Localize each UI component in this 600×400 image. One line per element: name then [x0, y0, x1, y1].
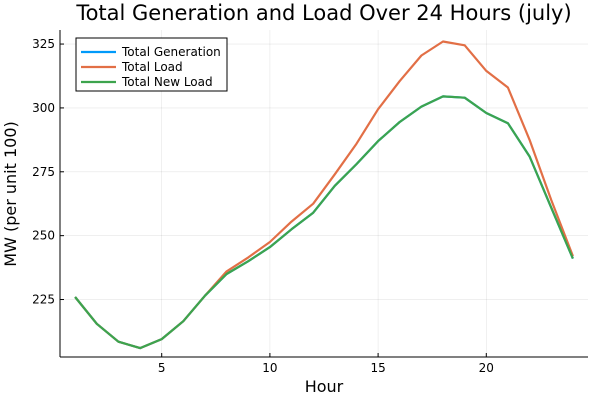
- legend-entry-label: Total Load: [121, 60, 183, 74]
- legend-entry-label: Total Generation: [121, 45, 221, 59]
- series-line-1: [74, 95, 574, 350]
- x-tick-label: 15: [370, 361, 385, 375]
- x-axis-label: Hour: [305, 377, 344, 396]
- series-lines: [74, 40, 574, 350]
- legend-entry-label: Total New Load: [121, 75, 213, 89]
- y-tick-label: 325: [32, 37, 55, 51]
- chart-title: Total Generation and Load Over 24 Hours …: [75, 1, 571, 25]
- y-tick-label: 275: [32, 165, 55, 179]
- x-tick-label: 5: [158, 361, 166, 375]
- x-tick-label: 20: [479, 361, 494, 375]
- axes: 5 10 15 20 225 250 275 300 325: [32, 30, 588, 375]
- y-axis-label: MW (per unit 100): [1, 121, 20, 266]
- y-tick-label: 225: [32, 293, 55, 307]
- series-line-3: [74, 95, 574, 350]
- x-tick-label: 10: [262, 361, 277, 375]
- grid: [60, 30, 588, 357]
- y-tick-label: 300: [32, 101, 55, 115]
- y-tick-label: 250: [32, 229, 55, 243]
